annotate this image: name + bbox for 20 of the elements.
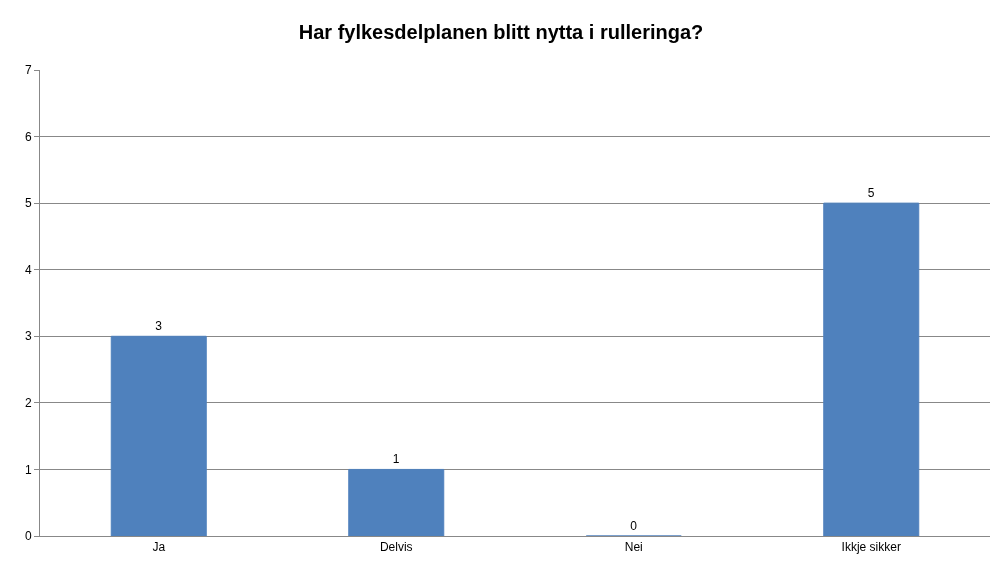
y-tick-label: 5 [24, 196, 32, 211]
x-tick-label: Ikkje sikker [841, 540, 901, 555]
y-tick-label: 0 [24, 529, 32, 544]
data-label: 3 [155, 319, 163, 334]
y-tick-label: 2 [24, 396, 32, 411]
bar [823, 202, 920, 536]
y-tick-label: 1 [24, 462, 32, 477]
y-tick-label: 4 [24, 262, 32, 277]
bar [110, 335, 207, 536]
y-tick-label: 7 [24, 63, 32, 78]
chart-title: Har fylkesdelplanen blitt nytta i rulleringa? [298, 21, 704, 44]
x-tick-label: Ja [152, 540, 166, 555]
data-label: 5 [867, 186, 875, 201]
data-label: 0 [630, 519, 638, 533]
x-tick-label: Nei [624, 540, 643, 555]
data-label: 1 [392, 452, 400, 467]
bar [348, 468, 445, 536]
y-tick-label: 3 [24, 329, 32, 344]
x-tick-label: Delvis [379, 540, 413, 555]
y-tick-label: 6 [24, 129, 32, 144]
